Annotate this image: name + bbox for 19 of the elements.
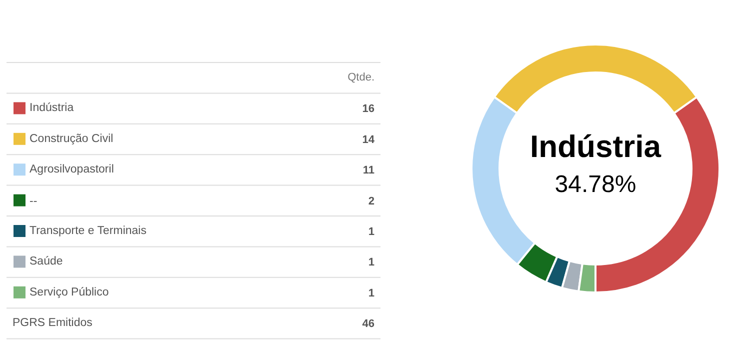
text: 34.78% [554,171,636,198]
legend-label: Indústria [30,102,74,114]
text: Qtde. [348,72,374,84]
data-label: 1 [368,287,375,300]
text: 46 [362,318,375,330]
legend-label: Agrosilvopastoril [30,164,114,176]
legend-label: Construção Civil [30,132,114,145]
text: Indústria [530,129,662,164]
data-label: 1 [368,226,375,238]
data-label: 16 [362,103,375,116]
legend-label: Serviço Público [30,286,109,298]
text: PGRS Emitidos [12,317,93,330]
data-label: 2 [368,195,375,208]
legend-label: Saúde [30,256,63,268]
data-label: 11 [362,164,375,177]
data-label: 14 [362,134,376,146]
legend-label: Transporte e Terminais [30,225,147,237]
data-label: 1 [368,256,375,269]
legend-label: -- [30,195,38,208]
